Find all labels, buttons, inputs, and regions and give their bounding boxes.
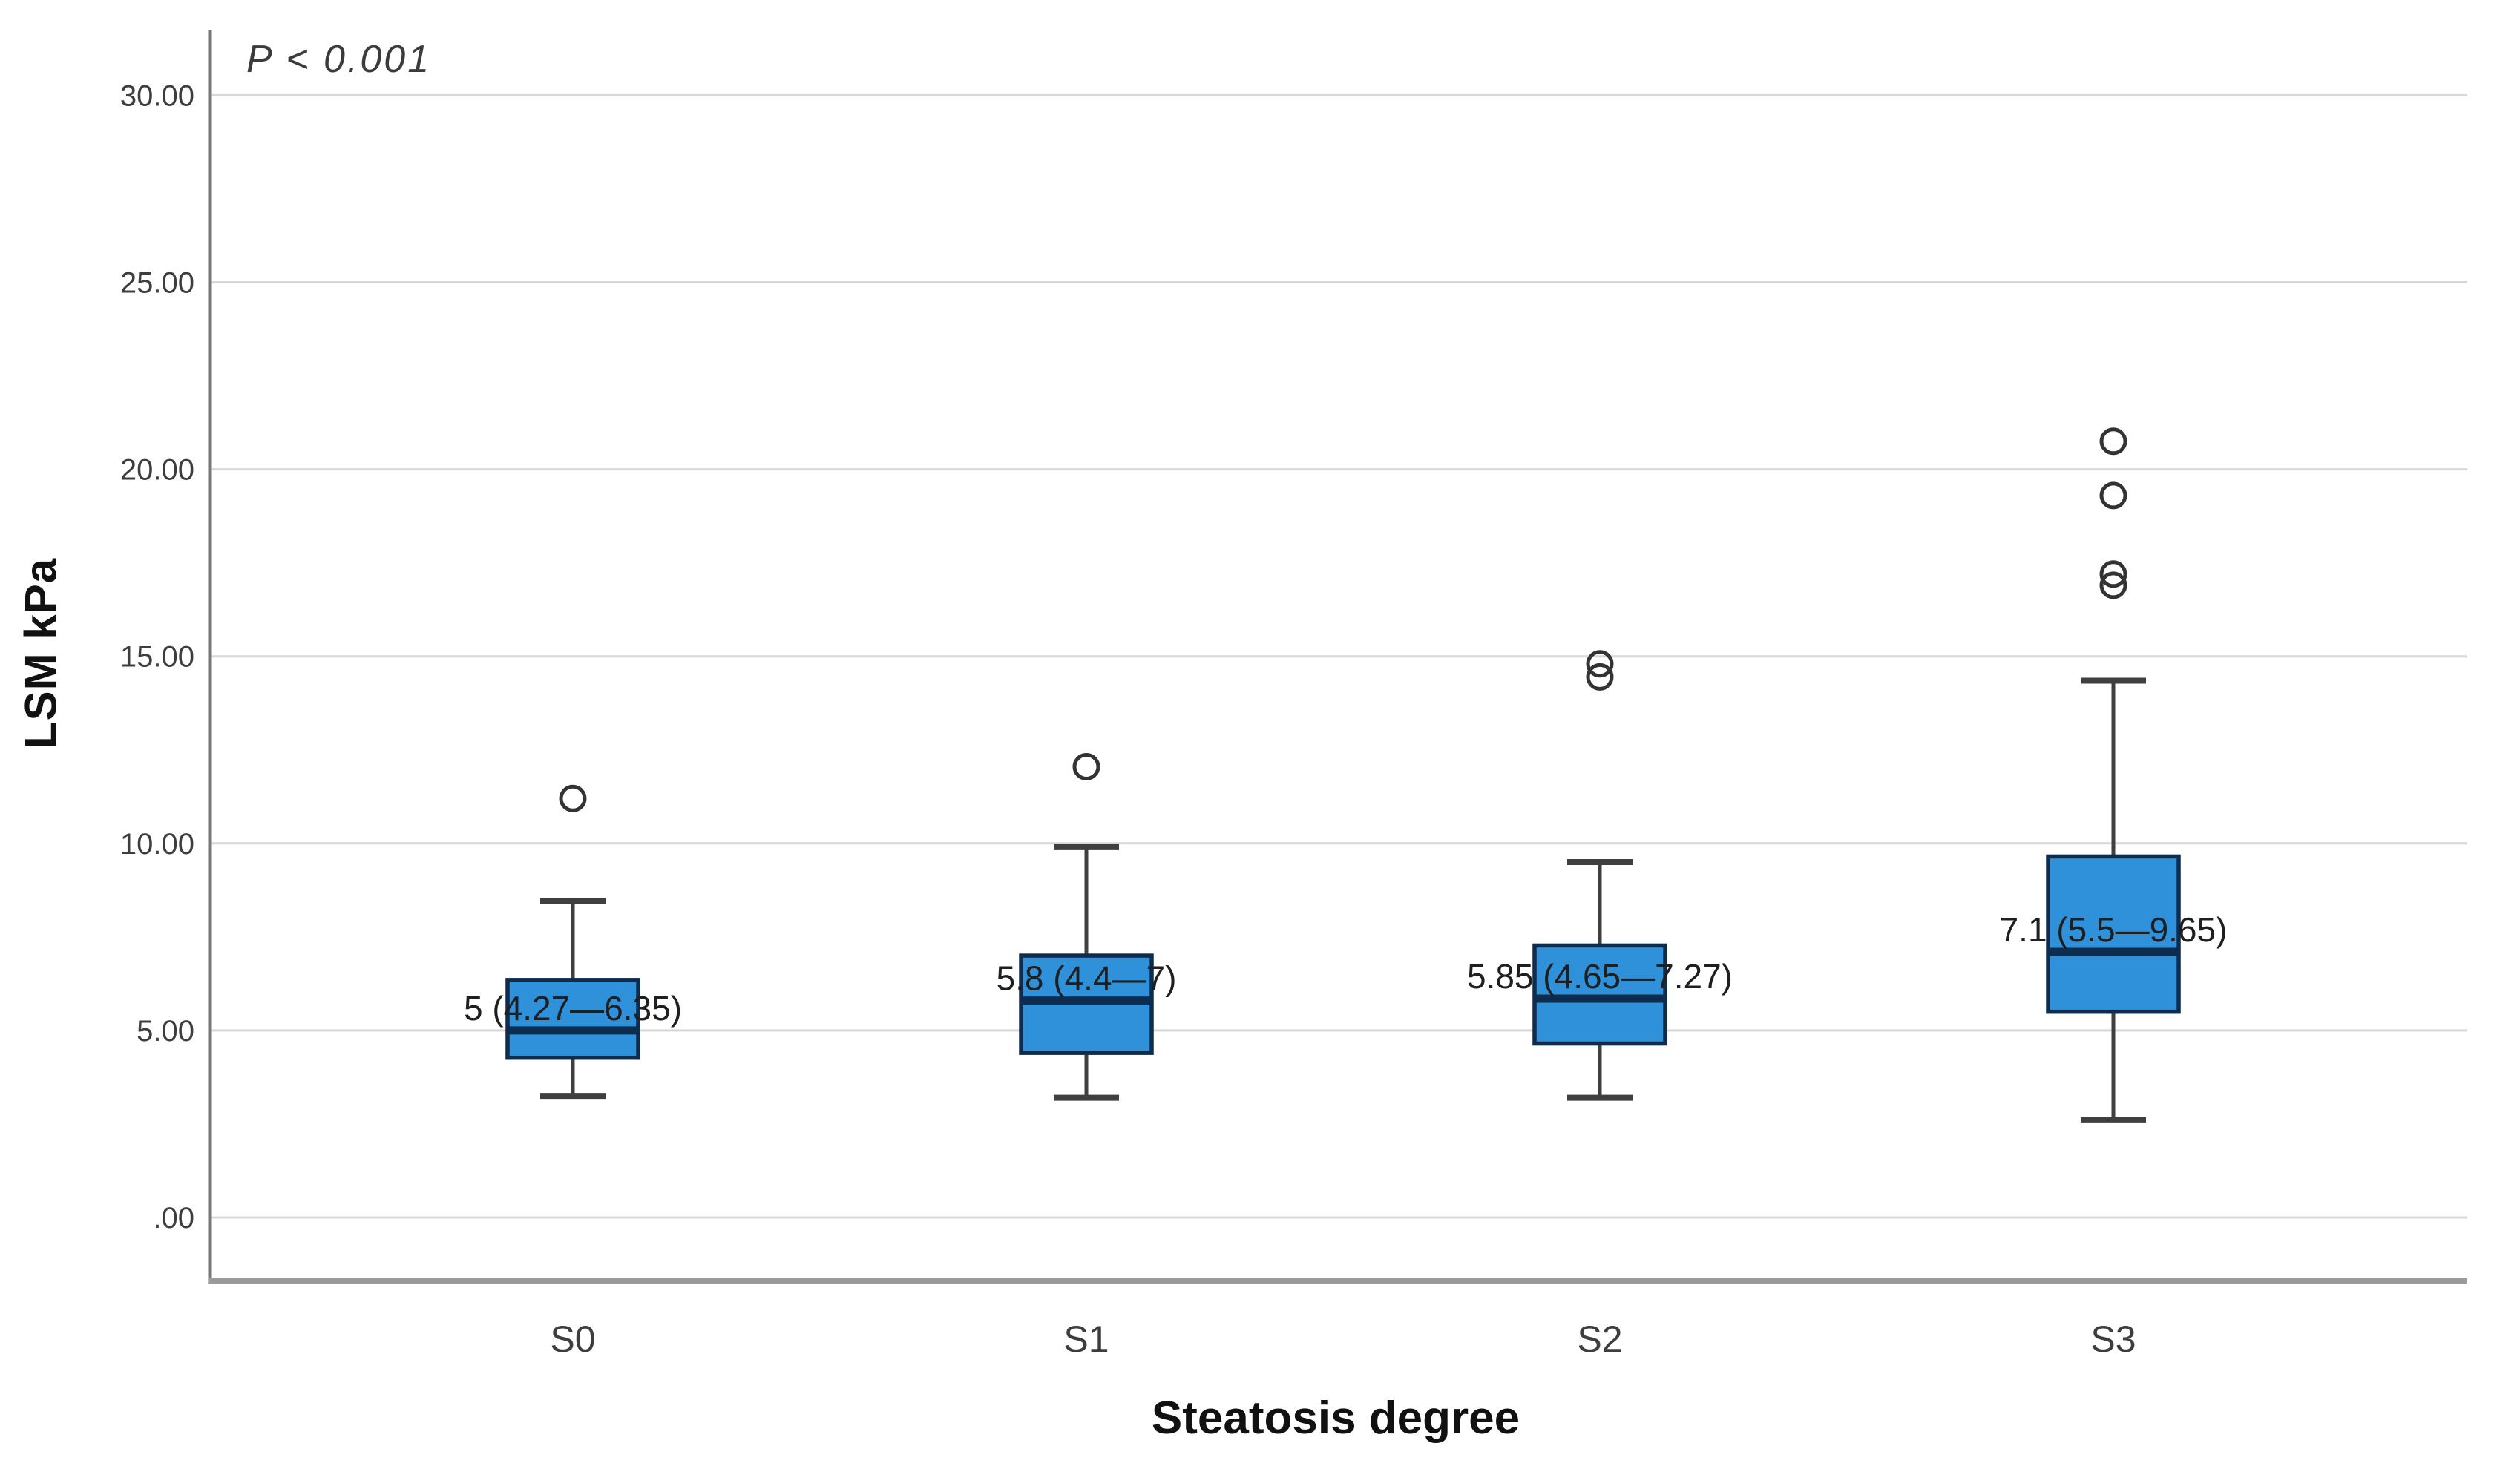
y-tick-label: 25.00 xyxy=(120,267,194,300)
box-label-S1: 5.8 (4.4—7) xyxy=(997,959,1177,998)
y-axis-title: LSM kPa xyxy=(16,557,66,749)
y-tick-label: 30.00 xyxy=(120,79,194,112)
x-tick-label-S3: S3 xyxy=(2090,1318,2136,1360)
outlier-S3-3 xyxy=(2099,427,2127,456)
box-S0 xyxy=(505,978,640,1060)
outlier-S3-1 xyxy=(2099,560,2127,588)
y-tick-label: 20.00 xyxy=(120,454,194,487)
x-axis-title: Steatosis degree xyxy=(1151,1393,1520,1444)
x-tick-label-S2: S2 xyxy=(1577,1318,1622,1360)
outlier-S2-1 xyxy=(1586,650,1614,678)
y-tick-label: 10.00 xyxy=(120,828,194,861)
box-label-S0: 5 (4.27—6.35) xyxy=(464,989,682,1028)
outlier-S3-0 xyxy=(2099,571,2127,599)
y-tick-label: 5.00 xyxy=(137,1015,194,1048)
x-tick-label-S0: S0 xyxy=(550,1318,595,1360)
box-label-S3: 7.1 (5.5—9.65) xyxy=(2000,910,2228,949)
outlier-S0-0 xyxy=(559,784,587,812)
outlier-S2-0 xyxy=(1586,663,1614,691)
x-tick-label-S1: S1 xyxy=(1063,1318,1109,1360)
box-S2 xyxy=(1532,943,1667,1046)
box-S3 xyxy=(2046,854,2181,1014)
outlier-S3-2 xyxy=(2099,481,2127,510)
y-tick-label: 15.00 xyxy=(120,641,194,674)
p-value-annotation: P < 0.001 xyxy=(246,38,432,81)
box-label-S2: 5.85 (4.65—7.27) xyxy=(1467,957,1733,996)
y-tick-label: .00 xyxy=(153,1202,194,1235)
outlier-S1-0 xyxy=(1072,752,1100,780)
